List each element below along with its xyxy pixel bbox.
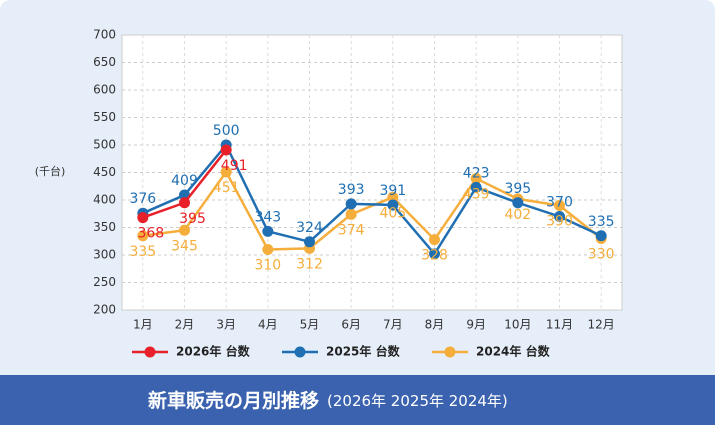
x-tick-label: 2月 (175, 318, 195, 332)
chart-title: 新車販売の月別推移 (148, 389, 319, 412)
x-tick-label: 1月 (133, 318, 153, 332)
data-point (470, 181, 482, 193)
y-tick-label: 700 (93, 28, 116, 42)
x-tick-label: 6月 (341, 318, 361, 332)
chart-subtitle: (2026年 2025年 2024年) (327, 392, 508, 410)
y-tick-label: 600 (93, 83, 116, 97)
data-point (179, 224, 190, 236)
data-point (387, 191, 399, 203)
data-label: 370 (546, 195, 573, 211)
data-point (554, 200, 565, 211)
y-tick-label: 200 (93, 303, 116, 317)
y-tick-label: 550 (93, 110, 116, 124)
x-tick-label: 5月 (300, 318, 320, 332)
data-point (137, 212, 149, 224)
x-tick-label: 7月 (383, 318, 403, 332)
data-label: 374 (338, 222, 365, 238)
data-label: 395 (504, 181, 531, 197)
data-point (345, 208, 357, 220)
x-tick-label: 8月 (425, 318, 445, 332)
x-tick-label: 12月 (588, 318, 615, 332)
legend-marker (294, 346, 306, 358)
data-point (595, 230, 607, 242)
legend-marker (444, 346, 456, 358)
legend-label: 2026年 台数 (176, 344, 251, 359)
data-point (512, 197, 524, 209)
legend-marker (144, 346, 156, 358)
data-point (220, 166, 232, 178)
data-point (554, 211, 565, 222)
banner-text: 新車販売の月別推移 (2026年 2025年 2024年) (148, 389, 508, 412)
data-point (179, 197, 190, 209)
y-tick-label: 400 (93, 193, 116, 207)
data-label: 335 (129, 244, 156, 260)
data-label: 312 (296, 256, 323, 272)
data-label: 330 (588, 247, 615, 263)
data-label: 402 (504, 207, 531, 223)
data-label: 390 (546, 214, 573, 230)
y-tick-label: 350 (93, 220, 116, 234)
data-label: 451 (213, 180, 240, 196)
x-tick-label: 3月 (216, 318, 236, 332)
legend-label: 2025年 台数 (326, 344, 401, 359)
x-tick-label: 11月 (546, 318, 573, 332)
data-label: 368 (137, 226, 164, 242)
data-label: 335 (588, 214, 615, 230)
data-label: 391 (379, 183, 406, 199)
data-label: 405 (379, 205, 406, 221)
data-label: 500 (213, 123, 240, 139)
y-tick-label: 500 (93, 138, 116, 152)
data-label: 423 (463, 165, 490, 181)
y-tick-label: 250 (93, 275, 116, 289)
data-point (345, 198, 357, 210)
data-label: 376 (129, 191, 156, 207)
x-tick-label: 4月 (258, 318, 278, 332)
data-point (387, 199, 399, 211)
data-point (429, 248, 440, 260)
data-point (470, 173, 482, 185)
y-tick-label: 300 (93, 248, 116, 262)
x-tick-label: 9月 (466, 318, 486, 332)
legend-label: 2024年 台数 (476, 344, 551, 359)
data-label: 324 (296, 220, 323, 236)
data-point (220, 144, 232, 156)
data-label: 409 (171, 173, 198, 189)
data-label: 345 (171, 238, 198, 254)
data-label: 310 (254, 258, 281, 274)
y-tick-label: 650 (93, 55, 116, 69)
data-point (262, 225, 274, 237)
data-label: 328 (421, 248, 448, 264)
y-axis-label: (千台) (35, 164, 66, 178)
data-label: 395 (179, 211, 206, 227)
data-point (137, 230, 149, 242)
data-label: 491 (221, 158, 248, 174)
data-label: 393 (338, 182, 365, 198)
data-label: 439 (463, 187, 490, 203)
banner (0, 375, 715, 425)
data-label: 343 (254, 209, 281, 225)
y-tick-label: 450 (93, 165, 116, 179)
x-tick-label: 10月 (504, 318, 531, 332)
data-point (304, 236, 315, 248)
series-line (142, 169, 602, 251)
data-point (429, 234, 440, 246)
data-point (262, 244, 274, 255)
series-line (142, 142, 602, 257)
